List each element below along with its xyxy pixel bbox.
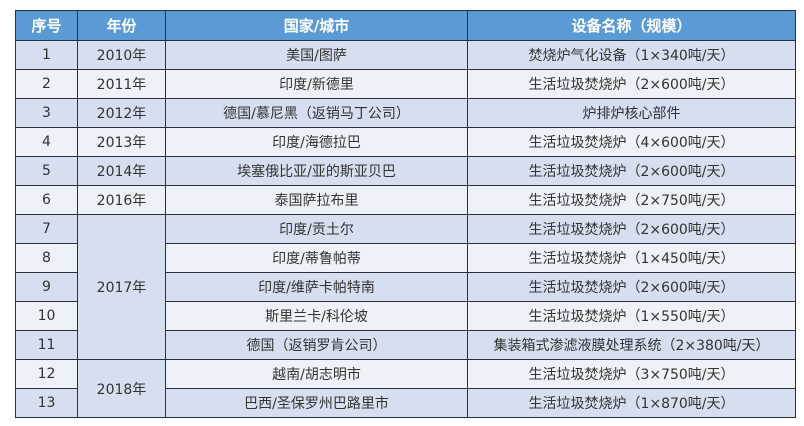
cell-number: 3 xyxy=(15,98,78,128)
cell-location: 埃塞俄比亚/亚的斯亚贝巴 xyxy=(165,156,468,186)
cell-number: 2 xyxy=(15,69,78,99)
cell-location: 越南/胡志明市 xyxy=(165,359,468,389)
table-row: 11 德国（返销罗肯公司） 集装箱式渗滤液膜处理系统（2×380吨/天） xyxy=(15,330,796,360)
table-row: 10 斯里兰卡/科伦坡 生活垃圾焚烧炉（1×550吨/天） xyxy=(15,301,796,331)
header-row: 序号 年份 国家/城市 设备名称（规模） xyxy=(15,10,796,41)
projects-table: 序号 年份 国家/城市 设备名称（规模） 1 2010年 美国/图萨 焚烧炉气化设备（… xyxy=(15,10,796,418)
table-row: 5 2014年 埃塞俄比亚/亚的斯亚贝巴 生活垃圾焚烧炉（2×600吨/天） xyxy=(15,156,796,186)
header-number: 序号 xyxy=(15,10,78,41)
cell-location: 美国/图萨 xyxy=(165,40,468,70)
table-row: 13 巴西/圣保罗州巴路里市 生活垃圾焚烧炉（1×870吨/天） xyxy=(15,388,796,418)
cell-location: 巴西/圣保罗州巴路里市 xyxy=(165,388,468,418)
table-body: 1 2010年 美国/图萨 焚烧炉气化设备（1×340吨/天） 2 2011年 印度/新德里… xyxy=(15,40,796,418)
header-location: 国家/城市 xyxy=(165,10,468,41)
cell-location: 泰国萨拉布里 xyxy=(165,185,468,215)
cell-location: 印度/维萨卡帕特南 xyxy=(165,272,468,302)
cell-number: 13 xyxy=(15,388,78,418)
cell-number: 11 xyxy=(15,330,78,360)
cell-location: 印度/蒂鲁帕蒂 xyxy=(165,243,468,273)
cell-equipment: 生活垃圾焚烧炉（2×600吨/天） xyxy=(467,272,796,302)
cell-equipment: 集装箱式渗滤液膜处理系统（2×380吨/天） xyxy=(467,330,796,360)
cell-number: 4 xyxy=(15,127,78,157)
cell-equipment: 生活垃圾焚烧炉（4×600吨/天） xyxy=(467,127,796,157)
cell-year: 2017年 xyxy=(77,214,166,360)
cell-equipment: 生活垃圾焚烧炉（1×450吨/天） xyxy=(467,243,796,273)
table-row: 4 2013年 印度/海德拉巴 生活垃圾焚烧炉（4×600吨/天） xyxy=(15,127,796,157)
cell-location: 斯里兰卡/科伦坡 xyxy=(165,301,468,331)
header-equipment: 设备名称（规模） xyxy=(467,10,796,41)
table-row: 7 2017年 印度/贡土尔 生活垃圾焚烧炉（2×600吨/天） xyxy=(15,214,796,360)
table-row: 2 2011年 印度/新德里 生活垃圾焚烧炉（2×600吨/天） xyxy=(15,69,796,99)
cell-equipment: 炉排炉核心部件 xyxy=(467,98,796,128)
cell-number: 10 xyxy=(15,301,78,331)
cell-equipment: 生活垃圾焚烧炉（1×870吨/天） xyxy=(467,388,796,418)
cell-year: 2011年 xyxy=(77,69,166,99)
cell-location: 印度/海德拉巴 xyxy=(165,127,468,157)
cell-equipment: 生活垃圾焚烧炉（3×750吨/天） xyxy=(467,359,796,389)
cell-number: 1 xyxy=(15,40,78,70)
cell-equipment: 生活垃圾焚烧炉（2×600吨/天） xyxy=(467,156,796,186)
cell-location: 德国/慕尼黑（返销马丁公司） xyxy=(165,98,468,128)
cell-year: 2013年 xyxy=(77,127,166,157)
cell-number: 8 xyxy=(15,243,78,273)
cell-number: 6 xyxy=(15,185,78,215)
cell-number: 9 xyxy=(15,272,78,302)
cell-year: 2016年 xyxy=(77,185,166,215)
table-row: 9 印度/维萨卡帕特南 生活垃圾焚烧炉（2×600吨/天） xyxy=(15,272,796,302)
cell-year: 2010年 xyxy=(77,40,166,70)
table-row: 1 2010年 美国/图萨 焚烧炉气化设备（1×340吨/天） xyxy=(15,40,796,70)
table-row: 3 2012年 德国/慕尼黑（返销马丁公司） 炉排炉核心部件 xyxy=(15,98,796,128)
cell-year: 2014年 xyxy=(77,156,166,186)
table-row: 12 2018年 越南/胡志明市 生活垃圾焚烧炉（3×750吨/天） xyxy=(15,359,796,418)
table-row: 8 印度/蒂鲁帕蒂 生活垃圾焚烧炉（1×450吨/天） xyxy=(15,243,796,273)
cell-equipment: 生活垃圾焚烧炉（2×600吨/天） xyxy=(467,69,796,99)
cell-location: 印度/贡土尔 xyxy=(165,214,468,244)
cell-equipment: 焚烧炉气化设备（1×340吨/天） xyxy=(467,40,796,70)
cell-equipment: 生活垃圾焚烧炉（2×750吨/天） xyxy=(467,185,796,215)
cell-number: 7 xyxy=(15,214,78,244)
cell-year: 2012年 xyxy=(77,98,166,128)
table-row: 6 2016年 泰国萨拉布里 生活垃圾焚烧炉（2×750吨/天） xyxy=(15,185,796,215)
cell-location: 印度/新德里 xyxy=(165,69,468,99)
cell-number: 5 xyxy=(15,156,78,186)
cell-year: 2018年 xyxy=(77,359,166,418)
cell-equipment: 生活垃圾焚烧炉（1×550吨/天） xyxy=(467,301,796,331)
cell-number: 12 xyxy=(15,359,78,389)
cell-equipment: 生活垃圾焚烧炉（2×600吨/天） xyxy=(467,214,796,244)
header-year: 年份 xyxy=(77,10,166,41)
cell-location: 德国（返销罗肯公司） xyxy=(165,330,468,360)
